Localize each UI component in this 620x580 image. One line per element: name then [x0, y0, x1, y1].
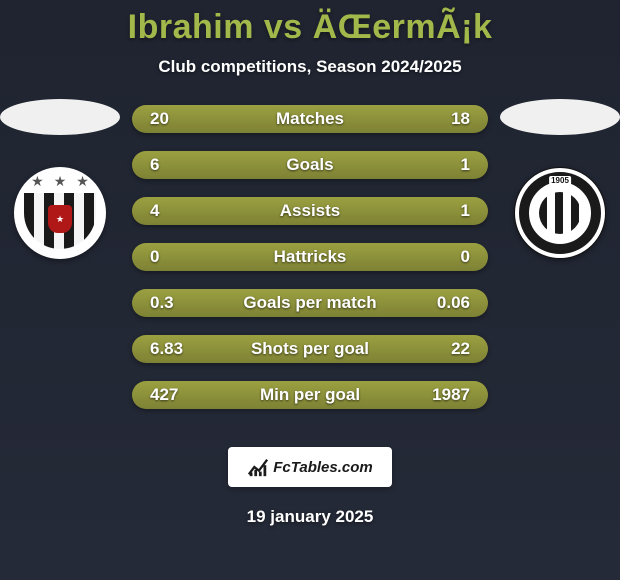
stat-left-value: 20 [150, 109, 200, 129]
player-right-badge: 1905 [510, 163, 610, 263]
star-icon: ★ [54, 173, 67, 190]
stat-label: Matches [276, 109, 344, 129]
stat-right-value: 22 [420, 339, 470, 359]
player-left: ★ ★ ★ [0, 105, 120, 263]
player-right-silhouette [500, 99, 620, 135]
stat-row-hattricks: 0 Hattricks 0 [132, 243, 488, 271]
stat-row-shots-per-goal: 6.83 Shots per goal 22 [132, 335, 488, 363]
stat-left-value: 427 [150, 385, 200, 405]
stat-right-value: 1 [420, 201, 470, 221]
player-left-silhouette [0, 99, 120, 135]
stat-label: Assists [280, 201, 340, 221]
stat-right-value: 1 [420, 155, 470, 175]
stat-label: Min per goal [260, 385, 360, 405]
stat-left-value: 0.3 [150, 293, 200, 313]
stat-label: Hattricks [274, 247, 347, 267]
stat-row-goals: 6 Goals 1 [132, 151, 488, 179]
player-right: 1905 [500, 105, 620, 263]
player-left-badge: ★ ★ ★ [10, 163, 110, 263]
stat-right-value: 0 [420, 247, 470, 267]
stat-left-value: 6.83 [150, 339, 200, 359]
stat-row-assists: 4 Assists 1 [132, 197, 488, 225]
star-icon: ★ [76, 173, 89, 190]
partizan-badge-icon: ★ ★ ★ [14, 167, 106, 259]
partizan-stars: ★ ★ ★ [14, 173, 106, 190]
stat-right-value: 18 [420, 109, 470, 129]
infographic-root: Ibrahim vs ÄŒermÃ¡k Club competitions, S… [0, 0, 620, 580]
branding-text: FcTables.com [273, 459, 372, 476]
footer-date: 19 january 2025 [247, 507, 374, 527]
stat-right-value: 0.06 [420, 293, 470, 313]
stat-label: Goals per match [243, 293, 376, 313]
stat-right-value: 1987 [420, 385, 470, 405]
stats-column: 20 Matches 18 6 Goals 1 4 Assists 1 0 Ha… [132, 105, 488, 427]
fctables-logo-icon [247, 456, 269, 478]
dynamo-stripes [539, 192, 581, 234]
partizan-crest-icon [48, 205, 72, 233]
stat-row-goals-per-match: 0.3 Goals per match 0.06 [132, 289, 488, 317]
branding-badge: FcTables.com [228, 447, 392, 487]
stat-left-value: 0 [150, 247, 200, 267]
stat-row-matches: 20 Matches 18 [132, 105, 488, 133]
page-subtitle: Club competitions, Season 2024/2025 [0, 57, 620, 77]
star-icon: ★ [31, 173, 44, 190]
stat-left-value: 6 [150, 155, 200, 175]
stat-left-value: 4 [150, 201, 200, 221]
dynamo-badge-icon: 1905 [514, 167, 606, 259]
stat-label: Shots per goal [251, 339, 369, 359]
page-title: Ibrahim vs ÄŒermÃ¡k [0, 8, 620, 47]
stat-label: Goals [286, 155, 333, 175]
stat-row-min-per-goal: 427 Min per goal 1987 [132, 381, 488, 409]
dynamo-year-label: 1905 [549, 176, 571, 185]
